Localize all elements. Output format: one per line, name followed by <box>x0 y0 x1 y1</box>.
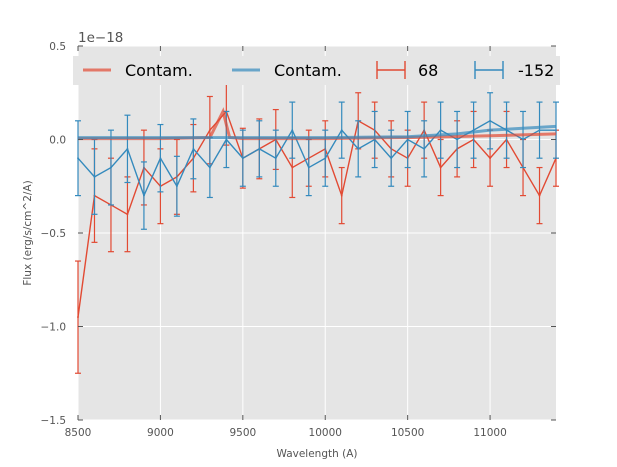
y-tick-label: 0.5 <box>49 41 66 53</box>
data-point <box>423 147 426 150</box>
data-point <box>456 138 459 141</box>
series-1 <box>78 124 557 140</box>
data-point <box>439 129 442 132</box>
data-point <box>126 213 129 216</box>
data-point <box>110 166 112 169</box>
legend-label: -152 <box>518 61 554 80</box>
series-layer <box>75 77 559 374</box>
x-tick-label: 9000 <box>147 427 174 439</box>
data-point <box>192 147 195 150</box>
data-point <box>538 129 541 132</box>
data-point <box>77 157 79 160</box>
legend-label: Contam. <box>274 61 342 80</box>
data-point <box>340 194 343 197</box>
data-point <box>159 157 162 160</box>
legend: Contam. Contam. 68 -152 <box>73 56 560 85</box>
data-point <box>241 157 244 160</box>
contam-line <box>78 124 557 140</box>
data-point <box>489 119 491 122</box>
y-tick-label: −1.5 <box>41 415 67 427</box>
data-point <box>175 185 178 188</box>
data-point <box>324 157 327 160</box>
data-point <box>143 194 145 197</box>
data-point <box>77 316 79 319</box>
y-offset-label: 1e−18 <box>78 30 123 46</box>
data-point <box>439 166 442 169</box>
data-point <box>538 194 541 197</box>
data-point <box>291 129 294 132</box>
data-point <box>291 166 294 169</box>
axis-ticks: 8500 9000 9500 10000 10500 11000 −1.5 −1.0 −0.5 0… <box>41 41 556 439</box>
data-point <box>126 147 129 150</box>
x-tick-label: 11000 <box>473 427 506 439</box>
legend-label: Contam. <box>125 61 193 80</box>
data-point <box>340 129 343 132</box>
data-point <box>489 157 491 160</box>
y-tick-label: −1.0 <box>41 322 67 334</box>
x-tick-label: 8500 <box>65 427 92 439</box>
data-point <box>93 176 96 178</box>
data-point <box>522 138 524 141</box>
data-point <box>208 129 211 132</box>
y-axis-title: Flux (erg/s/cm^2/A) <box>22 180 34 285</box>
data-point <box>555 129 557 132</box>
data-point <box>208 166 211 169</box>
data-point <box>357 147 360 150</box>
x-axis-title: Wavelength (A) <box>276 448 357 460</box>
data-point <box>390 157 393 160</box>
data-line <box>77 119 556 198</box>
data-point <box>274 157 277 160</box>
y-tick-label: −0.5 <box>41 228 67 240</box>
legend-label: 68 <box>418 61 438 80</box>
x-tick-label: 10000 <box>309 427 342 439</box>
data-point <box>307 166 310 169</box>
data-point <box>258 147 261 150</box>
x-tick-label: 9500 <box>229 427 256 439</box>
legend-item-1: Contam. <box>232 61 342 80</box>
x-tick-label: 10500 <box>391 427 424 439</box>
legend-item-3: -152 <box>474 61 554 80</box>
legend-item-2: 68 <box>376 61 438 80</box>
data-line <box>77 110 557 318</box>
legend-item-0: Contam. <box>83 61 193 80</box>
y-tick-label: 0.0 <box>49 135 66 147</box>
